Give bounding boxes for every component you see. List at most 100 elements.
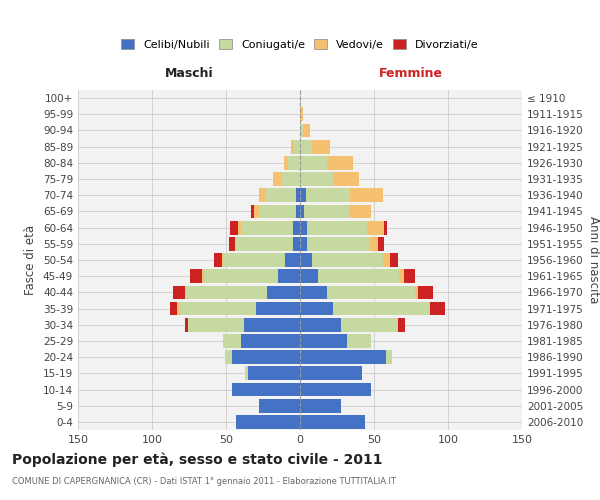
Bar bbox=[236, 415, 300, 429]
Bar bbox=[350, 188, 383, 202]
Bar bbox=[398, 318, 405, 332]
Bar bbox=[202, 270, 204, 283]
Bar bbox=[300, 108, 303, 121]
Bar bbox=[307, 237, 370, 250]
Bar bbox=[326, 286, 415, 300]
Bar bbox=[224, 350, 232, 364]
Text: COMUNE DI CAPERGNANICA (CR) - Dati ISTAT 1° gennaio 2011 - Elaborazione TUTTITAL: COMUNE DI CAPERGNANICA (CR) - Dati ISTAT… bbox=[12, 478, 396, 486]
Bar bbox=[300, 237, 307, 250]
Bar bbox=[223, 253, 285, 267]
Bar bbox=[300, 188, 306, 202]
Bar bbox=[259, 399, 300, 412]
Bar bbox=[223, 334, 241, 348]
Bar bbox=[278, 270, 300, 283]
Y-axis label: Fasce di età: Fasce di età bbox=[25, 225, 37, 295]
Bar bbox=[347, 334, 371, 348]
Bar bbox=[300, 366, 362, 380]
Bar bbox=[300, 156, 326, 170]
Bar bbox=[341, 318, 398, 332]
Bar bbox=[418, 286, 433, 300]
Bar bbox=[326, 156, 353, 170]
Bar bbox=[318, 270, 399, 283]
Bar bbox=[300, 204, 304, 218]
Bar bbox=[300, 318, 341, 332]
Bar bbox=[300, 124, 303, 138]
Bar bbox=[259, 188, 266, 202]
Bar bbox=[285, 253, 300, 267]
Bar bbox=[282, 172, 300, 186]
Bar bbox=[300, 270, 318, 283]
Bar bbox=[300, 302, 332, 316]
Bar bbox=[300, 415, 365, 429]
Bar bbox=[304, 204, 349, 218]
Bar bbox=[306, 188, 350, 202]
Bar bbox=[245, 366, 248, 380]
Bar bbox=[349, 204, 371, 218]
Bar bbox=[188, 318, 244, 332]
Bar bbox=[185, 318, 188, 332]
Bar bbox=[370, 237, 379, 250]
Text: Popolazione per età, sesso e stato civile - 2011: Popolazione per età, sesso e stato civil… bbox=[12, 452, 383, 467]
Bar bbox=[256, 302, 300, 316]
Bar bbox=[307, 220, 367, 234]
Bar bbox=[241, 334, 300, 348]
Bar bbox=[284, 156, 288, 170]
Bar bbox=[332, 172, 359, 186]
Bar bbox=[296, 188, 300, 202]
Bar bbox=[179, 302, 256, 316]
Bar bbox=[300, 220, 307, 234]
Bar bbox=[300, 172, 332, 186]
Bar bbox=[204, 270, 278, 283]
Bar bbox=[232, 382, 300, 396]
Bar bbox=[244, 318, 300, 332]
Y-axis label: Anni di nascita: Anni di nascita bbox=[587, 216, 600, 304]
Bar bbox=[221, 253, 223, 267]
Bar bbox=[186, 286, 268, 300]
Bar bbox=[300, 286, 326, 300]
Bar bbox=[300, 350, 386, 364]
Bar bbox=[259, 204, 296, 218]
Bar bbox=[190, 270, 202, 283]
Bar bbox=[300, 399, 341, 412]
Bar bbox=[232, 350, 300, 364]
Bar bbox=[383, 253, 390, 267]
Bar bbox=[230, 220, 238, 234]
Bar bbox=[430, 302, 445, 316]
Bar bbox=[379, 237, 385, 250]
Bar bbox=[312, 253, 383, 267]
Bar bbox=[185, 286, 186, 300]
Text: Femmine: Femmine bbox=[379, 68, 443, 80]
Bar bbox=[429, 302, 430, 316]
Legend: Celibi/Nubili, Coniugati/e, Vedovi/e, Divorziati/e: Celibi/Nubili, Coniugati/e, Vedovi/e, Di… bbox=[117, 34, 483, 54]
Bar bbox=[303, 124, 310, 138]
Bar bbox=[291, 140, 294, 153]
Bar bbox=[385, 220, 388, 234]
Bar bbox=[386, 350, 392, 364]
Bar bbox=[236, 237, 293, 250]
Bar bbox=[300, 253, 312, 267]
Bar bbox=[254, 204, 259, 218]
Bar bbox=[404, 270, 415, 283]
Bar bbox=[238, 220, 241, 234]
Bar bbox=[251, 204, 254, 218]
Bar bbox=[266, 188, 296, 202]
Bar bbox=[293, 220, 300, 234]
Bar bbox=[300, 334, 347, 348]
Bar bbox=[248, 366, 300, 380]
Bar bbox=[268, 286, 300, 300]
Bar bbox=[170, 302, 177, 316]
Bar bbox=[294, 140, 300, 153]
Bar bbox=[177, 302, 179, 316]
Bar bbox=[415, 286, 418, 300]
Bar bbox=[300, 382, 371, 396]
Bar bbox=[214, 253, 221, 267]
Bar bbox=[312, 140, 329, 153]
Bar bbox=[293, 237, 300, 250]
Text: Maschi: Maschi bbox=[164, 68, 214, 80]
Bar bbox=[229, 237, 235, 250]
Bar bbox=[399, 270, 404, 283]
Bar bbox=[296, 204, 300, 218]
Bar bbox=[390, 253, 398, 267]
Bar bbox=[274, 172, 282, 186]
Bar bbox=[300, 140, 312, 153]
